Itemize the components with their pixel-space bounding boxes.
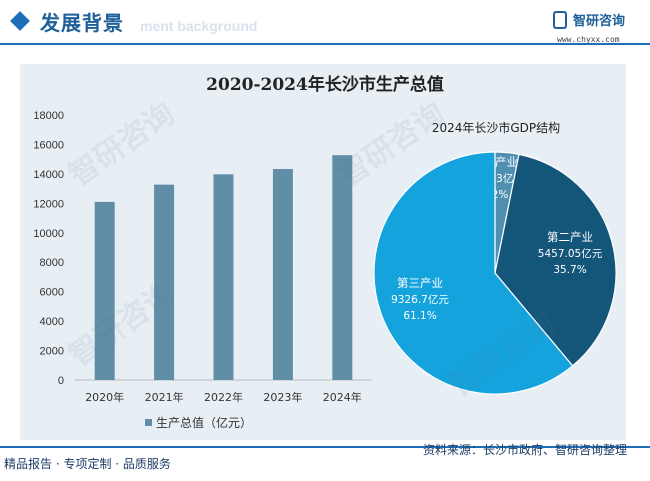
brand-logo: 智研咨询 www.chyxx.com <box>553 8 645 44</box>
pie-slice-name: 第三产业 <box>397 276 443 290</box>
y-tick-label: 18000 <box>33 110 64 122</box>
y-tick-label: 6000 <box>40 287 64 299</box>
pie-slice-value: 5457.05亿元 <box>538 247 603 260</box>
pie-title: 2024年长沙市GDP结构 <box>432 120 560 135</box>
logo-text: 智研咨询 <box>573 14 626 29</box>
y-tick-label: 2000 <box>40 346 64 358</box>
bar <box>332 155 353 380</box>
bar <box>213 174 234 380</box>
chart-title: 2020-2024年长沙市生产总值 <box>206 75 444 95</box>
y-tick-label: 4000 <box>40 316 64 328</box>
x-tick-label: 2024年 <box>323 390 362 404</box>
legend-label: 生产总值（亿元） <box>156 415 252 430</box>
x-tick-label: 2023年 <box>263 390 302 404</box>
logo-icon <box>553 11 567 29</box>
bar <box>154 184 175 380</box>
y-tick-label: 12000 <box>33 198 64 210</box>
pie-slice-percent: 35.7% <box>553 264 586 276</box>
page-title: 发展背景 <box>40 11 124 35</box>
footer-slogan: 精品报告 · 专项定制 · 品质服务 <box>4 457 171 471</box>
header-subtitle-watermark: ment background <box>140 18 258 34</box>
y-tick-label: 10000 <box>33 228 64 240</box>
y-tick-label: 16000 <box>33 139 64 151</box>
data-source-note: 资料来源：长沙市政府、智研咨询整理 <box>423 443 628 457</box>
header: 发展背景 ment background 智研咨询 www.chyxx.com <box>0 0 650 54</box>
pie-slice-percent: 61.1% <box>403 310 436 322</box>
pie-slice <box>373 151 574 395</box>
pie-slice <box>494 153 617 367</box>
legend-swatch <box>145 419 152 426</box>
bar <box>272 169 293 380</box>
header-divider <box>0 43 650 45</box>
x-tick-label: 2022年 <box>204 390 243 404</box>
x-tick-label: 2020年 <box>85 390 124 404</box>
bar <box>94 201 115 380</box>
pie-slice-value: 9326.7亿元 <box>391 293 449 306</box>
footer-divider <box>0 446 650 448</box>
logo-url: www.chyxx.com <box>557 35 620 44</box>
y-tick-label: 14000 <box>33 169 64 181</box>
y-tick-label: 8000 <box>40 257 64 269</box>
y-tick-label: 0 <box>58 375 64 387</box>
pie-slice-name: 第二产业 <box>547 230 593 244</box>
x-tick-label: 2021年 <box>145 390 184 404</box>
